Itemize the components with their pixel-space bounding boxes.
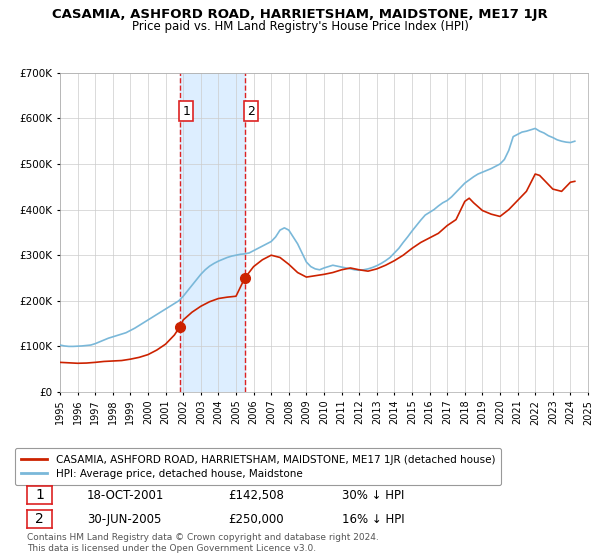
Text: 18-OCT-2001: 18-OCT-2001 <box>87 489 164 502</box>
Text: 30% ↓ HPI: 30% ↓ HPI <box>342 489 404 502</box>
Text: CASAMIA, ASHFORD ROAD, HARRIETSHAM, MAIDSTONE, ME17 1JR: CASAMIA, ASHFORD ROAD, HARRIETSHAM, MAID… <box>52 8 548 21</box>
Text: £250,000: £250,000 <box>228 513 284 526</box>
Text: 16% ↓ HPI: 16% ↓ HPI <box>342 513 404 526</box>
Legend: CASAMIA, ASHFORD ROAD, HARRIETSHAM, MAIDSTONE, ME17 1JR (detached house), HPI: A: CASAMIA, ASHFORD ROAD, HARRIETSHAM, MAID… <box>15 449 502 485</box>
Text: Contains HM Land Registry data © Crown copyright and database right 2024.
This d: Contains HM Land Registry data © Crown c… <box>27 533 379 553</box>
Bar <box>179 73 245 392</box>
Text: 2: 2 <box>247 105 256 118</box>
Text: 2: 2 <box>35 512 44 526</box>
Text: 1: 1 <box>35 488 44 502</box>
Text: £142,508: £142,508 <box>228 489 284 502</box>
Text: 1: 1 <box>182 105 190 118</box>
Text: 30-JUN-2005: 30-JUN-2005 <box>87 513 161 526</box>
Text: Price paid vs. HM Land Registry's House Price Index (HPI): Price paid vs. HM Land Registry's House … <box>131 20 469 32</box>
